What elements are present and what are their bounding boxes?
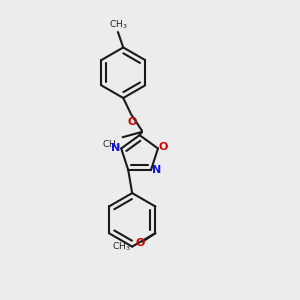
Text: CH$_3$: CH$_3$: [112, 240, 131, 253]
Text: CH$_3$: CH$_3$: [109, 18, 127, 31]
Text: CH$_3$: CH$_3$: [102, 139, 121, 151]
Text: N: N: [152, 165, 161, 175]
Text: O: O: [136, 238, 145, 248]
Text: N: N: [111, 143, 120, 154]
Text: O: O: [159, 142, 168, 152]
Text: O: O: [127, 117, 136, 127]
